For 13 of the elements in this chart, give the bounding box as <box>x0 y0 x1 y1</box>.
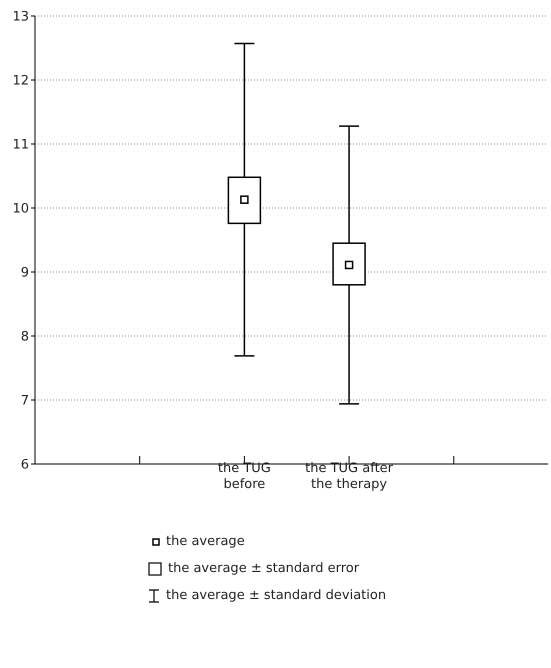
text: the average ± standard deviation <box>166 588 386 603</box>
y-tick-label: 7 <box>20 394 29 409</box>
y-tick-label: 11 <box>12 138 29 153</box>
y-tick-label: 8 <box>20 330 29 345</box>
x-tick-label: the TUG before <box>218 461 271 492</box>
x-tick-label: the TUG after the therapy <box>305 461 394 492</box>
y-tick-label: 6 <box>20 458 29 473</box>
y-tick-label: 10 <box>12 202 29 217</box>
y-tick-label: 13 <box>12 10 29 25</box>
text: the average ± standard error <box>168 561 360 576</box>
y-tick-label: 9 <box>20 266 29 281</box>
text: the average <box>166 534 245 549</box>
y-tick-label: 12 <box>12 74 29 89</box>
